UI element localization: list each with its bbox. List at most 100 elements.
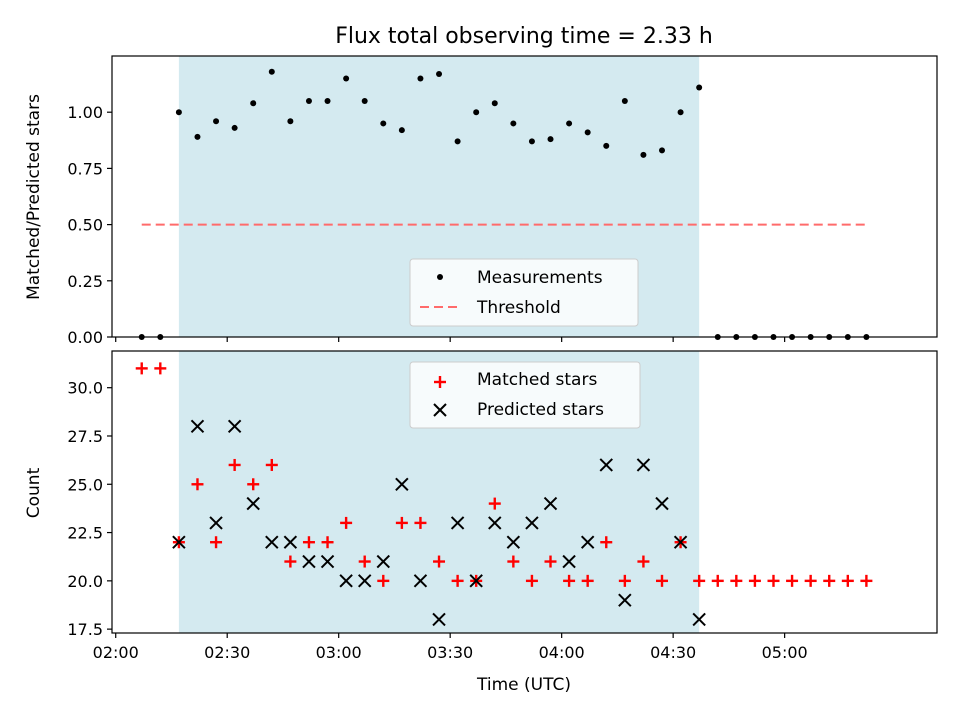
matched-stars-point bbox=[154, 362, 167, 375]
matched-stars-point bbox=[321, 536, 334, 549]
bottom-y-tick-label: 17.5 bbox=[67, 620, 103, 639]
predicted-stars-point bbox=[302, 554, 316, 569]
bottom-y-tick-label: 25.0 bbox=[67, 475, 103, 494]
predicted-stars-point bbox=[599, 458, 613, 472]
matched-stars-point bbox=[247, 478, 260, 491]
top-y-tick-label: 0.00 bbox=[67, 328, 103, 347]
matched-stars-point bbox=[767, 574, 780, 587]
measurement-point bbox=[324, 97, 331, 104]
predicted-stars-point bbox=[636, 458, 651, 472]
predicted-stars-point bbox=[395, 477, 409, 491]
top-legend: Measurements Threshold bbox=[409, 258, 639, 327]
top-y-tick-label: 0.25 bbox=[67, 272, 103, 291]
predicted-stars-point bbox=[580, 535, 595, 549]
top-y-ticks: 0.00 0.25 0.50 0.75 1.00 bbox=[67, 103, 112, 347]
predicted-stars-point bbox=[655, 496, 669, 511]
measurement-point bbox=[398, 127, 405, 134]
matched-stars-point bbox=[693, 574, 706, 587]
bottom-y-tick-label: 22.5 bbox=[67, 524, 103, 543]
matched-stars-point bbox=[804, 574, 817, 587]
bottom-y-tick-label: 30.0 bbox=[67, 379, 103, 398]
top-panel: 0.00 0.25 0.50 0.75 1.00 Matched/Predicted s… bbox=[24, 55, 938, 347]
matched-stars-point bbox=[507, 555, 520, 568]
matched-stars-point bbox=[433, 555, 446, 568]
matched-stars-point bbox=[544, 555, 557, 568]
matched-stars-point bbox=[748, 574, 761, 587]
measurement-point bbox=[194, 133, 201, 140]
matched-stars-point bbox=[265, 458, 278, 471]
measurement-point bbox=[510, 120, 517, 127]
predicted-stars-point bbox=[246, 496, 260, 511]
predicted-stars-point bbox=[450, 516, 465, 530]
predicted-stars-point bbox=[543, 496, 558, 511]
legend-measurements-label: Measurements bbox=[477, 268, 603, 288]
bottom-x-tick-label: 02:00 bbox=[93, 643, 139, 662]
top-legend-box bbox=[409, 258, 639, 327]
measurement-point bbox=[659, 147, 665, 154]
predicted-stars-point bbox=[376, 554, 390, 569]
legend-predicted-marker bbox=[433, 403, 447, 417]
predicted-stars-point bbox=[618, 593, 632, 607]
bottom-x-tick-label: 04:00 bbox=[539, 643, 585, 662]
predicted-stars-point bbox=[172, 535, 186, 549]
matched-stars-point bbox=[302, 536, 315, 549]
matched-stars-point bbox=[841, 574, 854, 587]
bottom-x-tick-label: 05:00 bbox=[762, 643, 808, 662]
legend-measurements-marker bbox=[437, 274, 443, 280]
measurement-point bbox=[361, 97, 368, 104]
bottom-x-tick-label: 02:30 bbox=[204, 643, 250, 662]
matched-stars-point bbox=[730, 574, 743, 587]
legend-matched-label: Matched stars bbox=[477, 370, 597, 390]
predicted-stars-point bbox=[190, 419, 205, 434]
measurement-point bbox=[584, 129, 591, 136]
measurement-point bbox=[305, 97, 312, 104]
predicted-stars-point bbox=[525, 516, 539, 530]
top-y-tick-label: 0.75 bbox=[67, 159, 103, 178]
measurement-point bbox=[287, 118, 294, 125]
predicted-stars-point bbox=[283, 535, 298, 549]
measurement-point bbox=[231, 124, 238, 131]
measurement-point bbox=[696, 84, 703, 91]
predicted-stars-point bbox=[227, 419, 242, 434]
predicted-stars-point bbox=[209, 516, 223, 530]
predicted-stars-point bbox=[432, 612, 446, 627]
bottom-x-tick-label: 04:30 bbox=[650, 643, 696, 662]
bottom-x-tick-label: 03:00 bbox=[316, 643, 362, 662]
top-x-ticks bbox=[115, 337, 786, 342]
matched-stars-point bbox=[823, 574, 836, 587]
bottom-y-axis-label: Count bbox=[24, 467, 44, 518]
matched-stars-point bbox=[600, 536, 613, 549]
matched-stars-point bbox=[284, 555, 297, 568]
bottom-y-tick-label: 20.0 bbox=[67, 572, 103, 591]
matched-stars-point bbox=[135, 362, 148, 375]
predicted-stars-point bbox=[357, 574, 372, 588]
matched-stars-point bbox=[637, 555, 650, 568]
matched-stars-point bbox=[210, 536, 223, 549]
bottom-legend: Matched stars Predicted stars bbox=[409, 361, 641, 429]
legend-predicted-label: Predicted stars bbox=[477, 400, 604, 420]
matched-stars-point bbox=[563, 574, 576, 587]
bottom-y-tick-label: 27.5 bbox=[67, 427, 103, 446]
matched-stars-point bbox=[340, 516, 353, 529]
predicted-stars-point bbox=[562, 554, 576, 569]
measurement-point bbox=[250, 100, 257, 107]
top-y-axis-label: Matched/Predicted stars bbox=[24, 94, 44, 300]
matched-stars-point bbox=[656, 574, 668, 587]
matched-stars-point bbox=[488, 497, 501, 510]
matched-stars-point bbox=[451, 574, 464, 587]
top-y-tick-label: 0.50 bbox=[67, 216, 103, 235]
top-axes-frame bbox=[111, 55, 938, 338]
measurement-point bbox=[547, 136, 554, 143]
measurement-point bbox=[343, 75, 350, 82]
bottom-panel: 17.5 20.0 22.5 25.0 27.5 30.0 02:00 02:30 03:00… bbox=[24, 350, 938, 695]
bottom-legend-box bbox=[409, 361, 641, 429]
bottom-x-axis-label: Time (UTC) bbox=[476, 675, 571, 695]
matched-stars-point bbox=[711, 574, 724, 587]
predicted-stars-point bbox=[320, 554, 335, 569]
matched-stars-point bbox=[525, 574, 538, 587]
measurement-point bbox=[640, 151, 647, 158]
legend-threshold-label: Threshold bbox=[476, 298, 561, 318]
matched-stars-point bbox=[358, 555, 371, 568]
measurement-point bbox=[491, 100, 498, 107]
